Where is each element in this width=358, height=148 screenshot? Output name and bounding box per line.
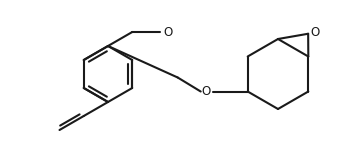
Text: O: O	[201, 85, 210, 98]
Text: O: O	[310, 26, 319, 39]
Text: O: O	[163, 25, 173, 38]
